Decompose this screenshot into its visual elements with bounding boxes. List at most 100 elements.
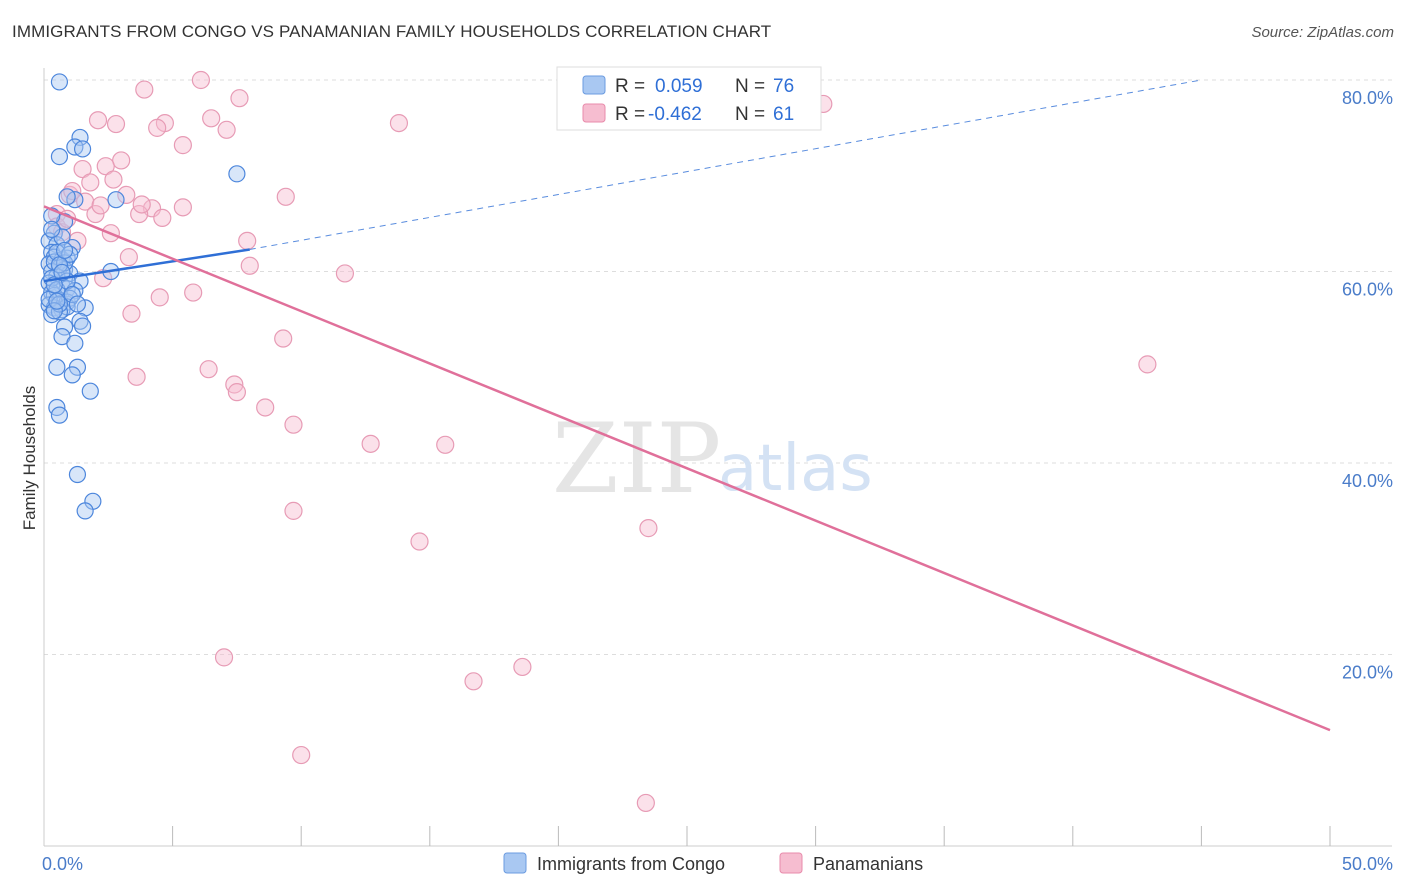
congo-point — [58, 188, 76, 206]
congo-trend-line — [43, 248, 250, 283]
congo-point — [48, 292, 66, 310]
congo-point — [55, 318, 74, 336]
axes — [43, 68, 1392, 847]
legend-n-value-congo: 76 — [773, 76, 794, 97]
bottom-legend-swatch-congo — [503, 852, 527, 874]
y-tick-label: 40.0% — [1342, 471, 1393, 491]
panamanians-point — [96, 157, 115, 176]
congo-point — [71, 312, 89, 330]
panamanians-point — [173, 198, 192, 217]
grid-lines — [44, 79, 1392, 655]
legend-n-value-panamanians: 61 — [773, 104, 794, 125]
panamanians-point — [199, 360, 218, 379]
congo-point — [48, 358, 66, 376]
x-tick-labels: 0.0% 50.0% — [42, 854, 1393, 874]
bottom-legend-label-panamanians: Panamanians — [813, 854, 923, 874]
chart-title: IMMIGRANTS FROM CONGO VS PANAMANIAN FAMI… — [12, 22, 772, 41]
congo-point — [66, 334, 84, 352]
panamanians-point — [276, 187, 295, 206]
congo-point — [68, 295, 87, 313]
panamanians-point — [256, 398, 275, 417]
legend-swatch-panamanians — [582, 103, 606, 123]
legend-r-label-panamanians: R = — [615, 104, 645, 125]
panamanians-point — [104, 170, 123, 189]
y-tick-label: 80.0% — [1342, 88, 1393, 108]
panamanians-point — [73, 159, 92, 179]
panamanians-point — [86, 204, 105, 224]
panamanians-point — [513, 657, 532, 677]
legend-swatch-congo — [582, 75, 606, 95]
congo-trend-extension — [249, 79, 1202, 250]
panamanians-point — [639, 519, 658, 538]
panamanians-point — [184, 283, 203, 302]
panamanians-point — [238, 231, 257, 250]
y-tick-label: 20.0% — [1342, 663, 1393, 683]
panamanians-point — [284, 501, 303, 520]
panamanians-point — [117, 185, 136, 204]
congo-point — [81, 382, 99, 400]
panamanians-point — [81, 173, 100, 192]
panamanians-point — [389, 113, 409, 133]
panamanians-point — [230, 89, 249, 108]
panamanians-point — [274, 329, 293, 348]
y-tick-label: 60.0% — [1342, 280, 1393, 300]
panamanians-point — [335, 264, 355, 283]
congo-point — [50, 406, 69, 424]
panamanians-trend-line — [43, 205, 1331, 732]
congo-point — [76, 502, 94, 520]
legend-n-label-congo: N = — [735, 76, 765, 97]
congo-point — [63, 366, 81, 384]
watermark-atlas: atlas — [718, 432, 873, 506]
y-axis-label: Family Households — [20, 386, 39, 531]
congo-point — [73, 140, 92, 158]
panamanians-point — [1138, 355, 1157, 374]
panamanians-point — [153, 208, 172, 227]
bottom-legend: Immigrants from Congo Panamanians — [503, 852, 923, 874]
legend-r-value-congo: 0.059 — [655, 76, 703, 97]
panamanians-point — [361, 434, 380, 453]
congo-point — [50, 73, 69, 91]
trend-lines — [43, 79, 1331, 732]
panamanians-point — [127, 367, 146, 386]
legend-n-label-panamanians: N = — [735, 104, 765, 125]
bottom-legend-label-congo: Immigrants from Congo — [537, 854, 725, 874]
panamanians-point — [76, 192, 95, 211]
watermark-zip: ZIP — [552, 403, 721, 515]
congo-point — [68, 465, 87, 484]
source-label: Source: ZipAtlas.com — [1251, 24, 1394, 41]
panamanians-points — [47, 70, 1157, 813]
panamanians-point — [214, 648, 234, 667]
stats-legend: R = 0.059 N = 76 R = -0.462 N = 61 — [556, 66, 822, 131]
panamanians-point — [464, 672, 483, 691]
congo-point — [55, 241, 74, 260]
panamanians-point — [150, 288, 169, 307]
panamanians-point — [112, 151, 131, 170]
panamanians-point — [292, 745, 311, 765]
congo-point — [228, 165, 246, 183]
panamanians-point — [410, 532, 429, 551]
congo-points — [40, 73, 246, 520]
congo-point — [43, 220, 61, 238]
congo-point — [45, 302, 63, 320]
congo-point — [50, 148, 69, 166]
y-tick-labels: 20.0% 40.0% 60.0% 80.0% — [1342, 88, 1393, 683]
panamanians-point — [106, 114, 126, 134]
panamanians-point — [122, 304, 141, 323]
panamanians-point — [202, 109, 221, 128]
panamanians-point — [284, 415, 303, 434]
panamanians-point — [191, 70, 210, 90]
panamanians-point — [88, 111, 108, 130]
congo-point — [63, 285, 81, 304]
panamanians-point — [132, 195, 151, 214]
panamanians-point — [636, 793, 655, 813]
congo-point — [107, 191, 125, 209]
panamanians-point — [148, 118, 167, 137]
panamanians-point — [436, 435, 455, 454]
panamanians-point — [135, 80, 154, 99]
congo-point — [73, 317, 92, 335]
legend-r-value-panamanians: -0.462 — [648, 104, 702, 125]
panamanians-point — [227, 383, 246, 402]
x-tick-label-min: 0.0% — [42, 854, 83, 874]
legend-r-label-congo: R = — [615, 76, 645, 97]
